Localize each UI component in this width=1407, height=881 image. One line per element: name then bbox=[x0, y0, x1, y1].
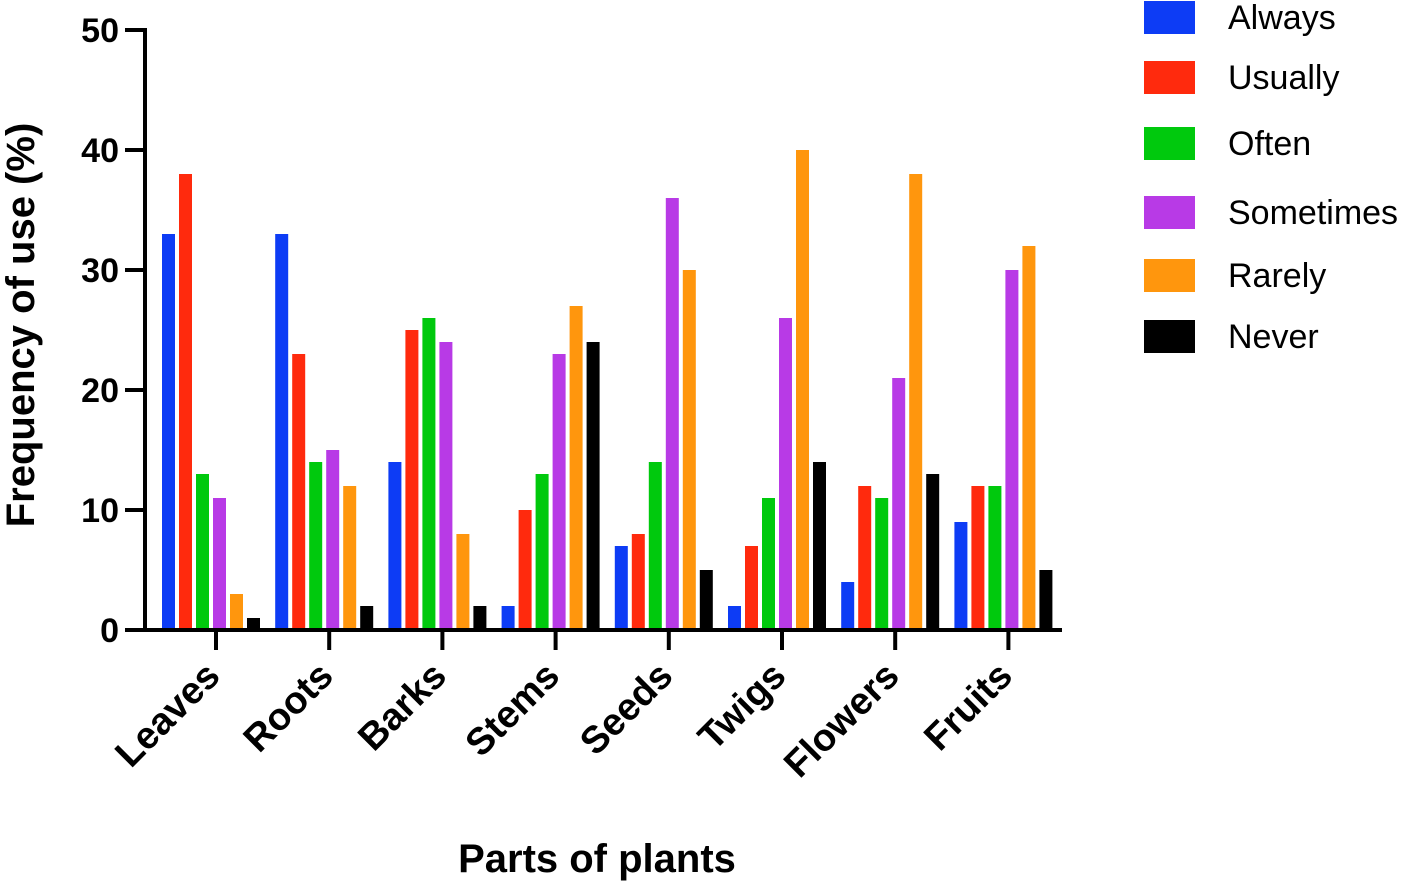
y-ticks-group: 0 10 20 30 40 50 bbox=[81, 12, 145, 650]
legend-swatch bbox=[1144, 1, 1195, 34]
bar-often-twigs bbox=[762, 498, 775, 630]
x-tick-label: Fruits bbox=[916, 655, 1020, 759]
bar-rarely-fruits bbox=[1022, 246, 1036, 630]
x-tick-label: Seeds bbox=[572, 655, 681, 764]
bar-usually-barks bbox=[405, 330, 419, 630]
bar-rarely-leaves bbox=[230, 594, 243, 630]
legend-label: Never bbox=[1228, 318, 1319, 356]
bar-often-flowers bbox=[875, 498, 889, 630]
x-tick-label: Twigs bbox=[691, 655, 795, 759]
bar-sometimes-seeds bbox=[665, 198, 679, 630]
bar-never-roots bbox=[360, 606, 374, 630]
bar-rarely-seeds bbox=[682, 270, 696, 630]
x-tick-label: Leaves bbox=[108, 655, 229, 776]
bar-always-stems bbox=[501, 606, 515, 630]
bar-usually-roots bbox=[292, 354, 306, 630]
bar-sometimes-flowers bbox=[892, 378, 906, 630]
bar-sometimes-stems bbox=[552, 354, 566, 630]
legend-swatch bbox=[1144, 259, 1195, 292]
legend-label: Usually bbox=[1228, 59, 1339, 97]
legend: Always Usually Often Sometimes Rarely Never bbox=[1144, 0, 1398, 356]
x-tick-label: Stems bbox=[458, 655, 568, 765]
y-tick-label: 0 bbox=[100, 612, 119, 650]
bar-usually-twigs bbox=[745, 546, 758, 630]
x-tick-label: Barks bbox=[350, 655, 454, 759]
bar-always-barks bbox=[388, 462, 402, 630]
legend-label: Often bbox=[1228, 125, 1311, 163]
bar-often-roots bbox=[309, 462, 323, 630]
bar-never-seeds bbox=[699, 570, 713, 630]
bar-never-twigs bbox=[813, 462, 826, 630]
bar-always-fruits bbox=[954, 522, 968, 630]
legend-label: Always bbox=[1228, 0, 1336, 37]
bar-often-seeds bbox=[648, 462, 662, 630]
bar-rarely-barks bbox=[456, 534, 470, 630]
y-tick-label: 50 bbox=[81, 12, 119, 50]
bar-rarely-flowers bbox=[909, 174, 923, 630]
y-tick-label: 40 bbox=[81, 132, 119, 170]
y-tick-label: 20 bbox=[81, 372, 119, 410]
y-tick-label: 30 bbox=[81, 252, 119, 290]
bar-usually-seeds bbox=[631, 534, 645, 630]
bar-never-barks bbox=[473, 606, 487, 630]
bar-always-leaves bbox=[162, 234, 175, 630]
bar-never-fruits bbox=[1039, 570, 1053, 630]
y-axis-title: Frequency of use (%) bbox=[0, 123, 43, 528]
y-tick-label: 10 bbox=[81, 492, 119, 530]
bar-rarely-stems bbox=[569, 306, 583, 630]
bar-rarely-twigs bbox=[796, 150, 809, 630]
legend-swatch bbox=[1144, 196, 1195, 229]
legend-label: Sometimes bbox=[1228, 194, 1398, 232]
bar-never-leaves bbox=[247, 618, 260, 630]
bar-always-flowers bbox=[841, 582, 855, 630]
bar-often-fruits bbox=[988, 486, 1002, 630]
bar-always-twigs bbox=[728, 606, 741, 630]
bar-sometimes-leaves bbox=[213, 498, 226, 630]
x-tick-label: Flowers bbox=[776, 655, 907, 786]
bar-sometimes-roots bbox=[326, 450, 340, 630]
bars-group bbox=[162, 150, 1053, 630]
x-axis-title: Parts of plants bbox=[458, 837, 736, 881]
bar-usually-fruits bbox=[971, 486, 985, 630]
bar-usually-leaves bbox=[179, 174, 192, 630]
bar-sometimes-fruits bbox=[1005, 270, 1019, 630]
legend-label: Rarely bbox=[1228, 257, 1326, 295]
bar-never-flowers bbox=[926, 474, 940, 630]
bar-rarely-roots bbox=[343, 486, 357, 630]
bar-often-barks bbox=[422, 318, 436, 630]
bar-often-stems bbox=[535, 474, 549, 630]
bar-never-stems bbox=[586, 342, 600, 630]
bar-usually-stems bbox=[518, 510, 532, 630]
bar-usually-flowers bbox=[858, 486, 872, 630]
legend-swatch bbox=[1144, 127, 1195, 160]
bar-always-roots bbox=[275, 234, 289, 630]
legend-swatch bbox=[1144, 61, 1195, 94]
bar-sometimes-twigs bbox=[779, 318, 792, 630]
x-tick-label: Roots bbox=[236, 655, 342, 761]
bar-always-seeds bbox=[614, 546, 628, 630]
bar-often-leaves bbox=[196, 474, 209, 630]
bar-sometimes-barks bbox=[439, 342, 453, 630]
legend-swatch bbox=[1144, 320, 1195, 353]
